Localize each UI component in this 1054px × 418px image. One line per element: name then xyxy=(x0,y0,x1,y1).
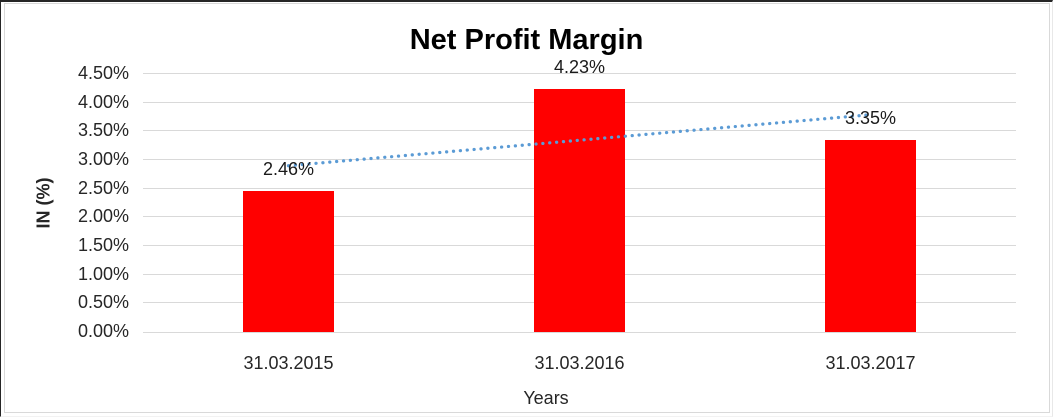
y-tick-label: 2.50% xyxy=(77,177,129,198)
y-tick-label: 1.00% xyxy=(77,263,129,284)
x-tick-label: 31.03.2015 xyxy=(243,353,334,373)
y-tick-label: 1.50% xyxy=(77,235,129,255)
y-tick-label: 0.00% xyxy=(77,321,129,341)
bar-31.03.2017 xyxy=(825,139,916,332)
bar-data-label: 2.46% xyxy=(262,158,315,179)
y-tick-label: 3.50% xyxy=(77,120,129,141)
y-tick-label: 0.50% xyxy=(77,292,129,313)
y-tick-label: 3.00% xyxy=(77,149,129,169)
y-tick-label: 2.00% xyxy=(77,206,129,227)
gridline xyxy=(143,73,1016,74)
y-tick-label: 4.00% xyxy=(77,91,129,112)
chart-title: Net Profit Margin xyxy=(409,24,644,56)
bar-data-label: 4.23% xyxy=(553,57,606,78)
bar-31.03.2015 xyxy=(243,190,334,332)
x-axis-title: Years xyxy=(523,388,569,408)
gridline xyxy=(143,332,1016,333)
x-tick-label: 31.03.2016 xyxy=(534,353,625,373)
bar-31.03.2016 xyxy=(534,89,625,332)
bar-data-label: 3.35% xyxy=(844,107,897,128)
x-tick-label: 31.03.2017 xyxy=(825,353,916,373)
y-tick-label: 4.50% xyxy=(77,63,129,83)
